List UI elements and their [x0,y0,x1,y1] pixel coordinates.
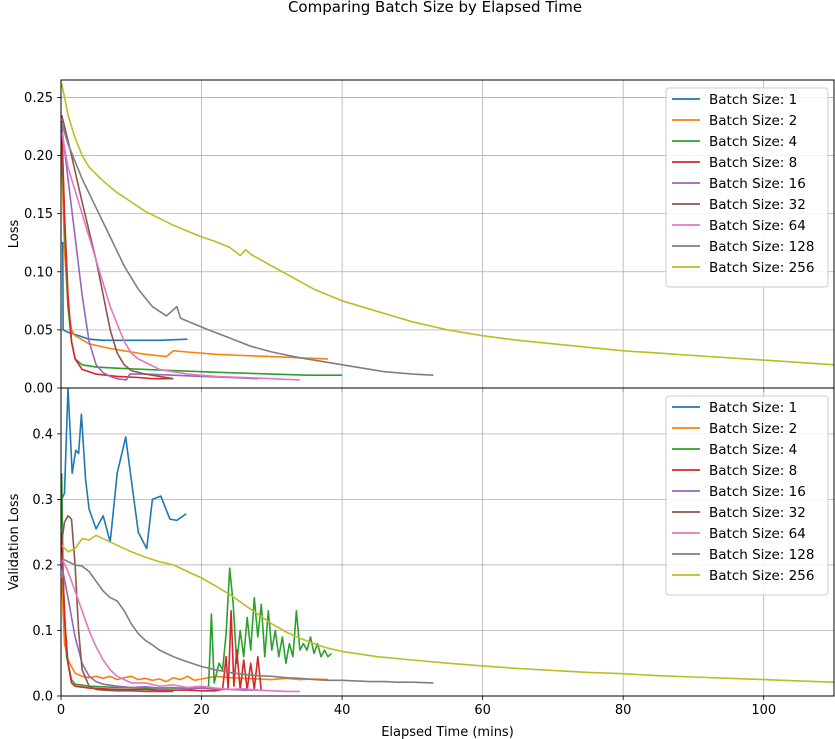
y-tick-label: 0.1 [32,624,53,639]
x-tick-label: 40 [334,703,351,718]
legend-label: Batch Size: 2 [709,421,797,437]
legend-label: Batch Size: 4 [709,134,797,150]
legend-label: Batch Size: 16 [709,484,806,500]
x-tick-label: 100 [751,703,776,718]
series-line [61,532,263,692]
y-tick-label: 0.0 [32,690,53,705]
series-line [61,388,187,550]
legend-label: Batch Size: 32 [709,505,806,521]
series-line [61,515,174,693]
figure-title: Comparing Batch Size by Elapsed Time [288,0,582,16]
legend-label: Batch Size: 64 [709,218,806,234]
y-tick-label: 0.05 [24,323,53,338]
series-line [61,557,434,684]
series-line [61,120,174,380]
legend-label: Batch Size: 1 [709,92,797,108]
y-tick-label: 0.15 [24,207,53,222]
series-line [61,132,300,381]
series-line [61,241,188,342]
training-loss-panel: 0.00 0.05 0.10 0.15 0.20 0.25 Loss Batch Size: … [7,79,835,397]
y-tick-label: 0.00 [24,382,53,397]
y-axis-label: Loss [7,220,22,249]
legend-box [665,87,829,288]
y-tick-label: 0.2 [32,558,53,573]
y-axis-label: Validation Loss [7,493,22,590]
x-tick-label: 60 [474,703,491,718]
axes-frame [60,387,835,697]
series-line [61,558,300,693]
legend-label: Batch Size: 128 [709,239,814,255]
series-line [61,534,834,683]
legend-label: Batch Size: 2 [709,113,797,129]
series-lines [61,83,834,381]
series-line [61,114,174,380]
legend: Batch Size: 1 Batch Size: 2 Batch Size: 4 B… [665,395,829,596]
series-line [61,155,329,360]
legend-label: Batch Size: 8 [709,155,797,171]
series-lines [61,388,834,693]
x-axis-label: Elapsed Time (mins) [381,725,514,739]
series-line [61,83,834,366]
y-tick-label: 0.3 [32,493,53,508]
series-line [61,122,434,376]
y-tick-label: 0.25 [24,91,53,106]
x-tick-label: 20 [193,703,210,718]
legend-label: Batch Size: 32 [709,197,806,213]
legend-label: Batch Size: 1 [709,400,797,416]
legend-label: Batch Size: 4 [709,442,797,458]
legend-label: Batch Size: 8 [709,463,797,479]
series-line [61,126,258,381]
legend-label: Batch Size: 128 [709,547,814,563]
y-tick-label: 0.20 [24,149,53,164]
legend-label: Batch Size: 64 [709,526,806,542]
legend-box [665,395,829,596]
y-tick-label: 0.10 [24,265,53,280]
series-line [61,577,329,683]
validation-loss-panel: 0 20 40 60 80 100 0.0 0.1 0.2 0.3 0.4 Validation Lo… [7,387,835,739]
x-tick-label: 0 [57,703,65,718]
legend-label: Batch Size: 16 [709,176,806,192]
y-tick-label: 0.4 [32,427,53,442]
series-line [61,473,333,689]
legend: Batch Size: 1 Batch Size: 2 Batch Size: 4 B… [665,87,829,288]
legend-label: Batch Size: 256 [709,568,814,584]
legend-label: Batch Size: 256 [709,260,814,276]
x-tick-label: 80 [615,703,632,718]
